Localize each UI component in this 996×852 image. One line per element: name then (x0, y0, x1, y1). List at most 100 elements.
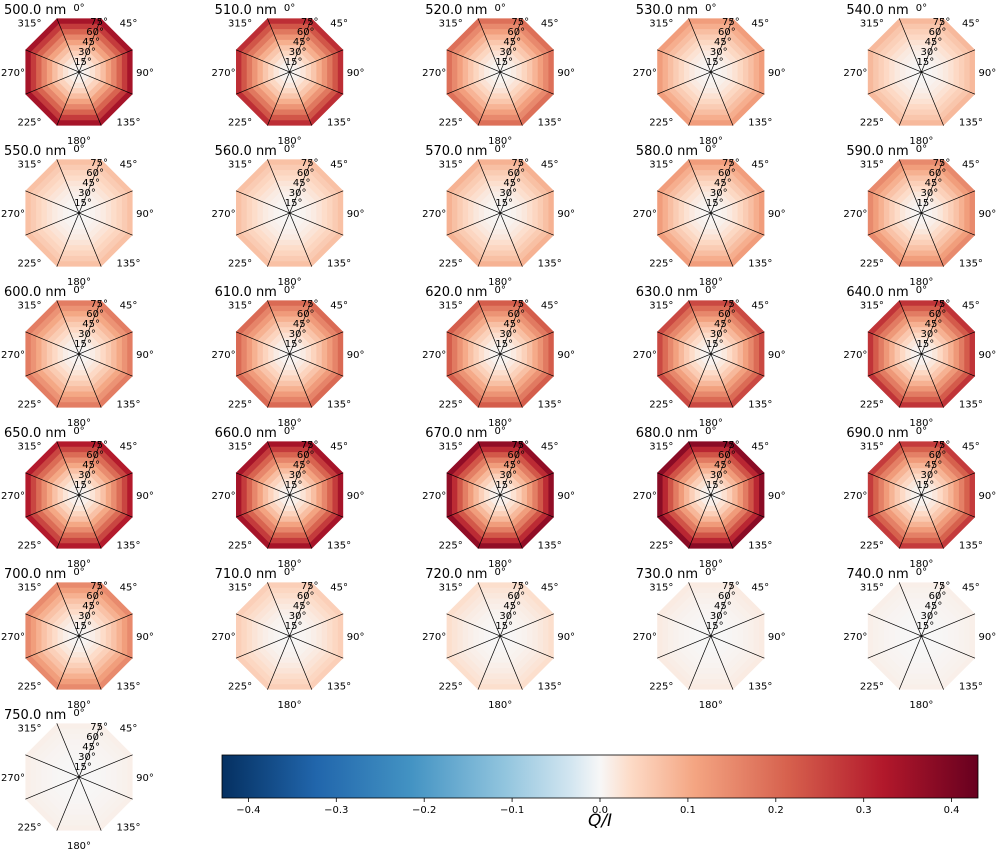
azimuth-label: 180° (67, 559, 91, 570)
azimuth-label: 315° (228, 301, 252, 312)
panel-title: 550.0 nm (4, 144, 66, 159)
azimuth-label: 180° (909, 559, 933, 570)
radial-label: 30° (921, 329, 939, 340)
radial-label: 30° (499, 470, 517, 481)
azimuth-label: 0° (916, 285, 927, 296)
azimuth-label: 270° (422, 350, 446, 361)
azimuth-label: 135° (538, 118, 562, 129)
azimuth-label: 0° (495, 3, 506, 14)
radial-label: 15° (74, 339, 92, 350)
azimuth-label: 135° (959, 682, 983, 693)
radial-label: 75° (301, 581, 319, 592)
radial-label: 75° (722, 299, 740, 310)
azimuth-label: 225° (439, 118, 463, 129)
azimuth-label: 315° (649, 19, 673, 30)
azimuth-label: 90° (557, 209, 575, 220)
azimuth-label: 45° (120, 442, 138, 453)
radial-label: 60° (507, 309, 525, 320)
azimuth-label: 180° (699, 559, 723, 570)
radial-label: 30° (921, 611, 939, 622)
radial-label: 45° (503, 178, 521, 189)
polar-panel: 540.0 nm 0° 45° 90° 135° 180° 225° 270° 315° 15°3… (843, 3, 996, 147)
azimuth-label: 225° (228, 259, 252, 270)
spoke-line (898, 582, 944, 690)
azimuth-label: 225° (649, 400, 673, 411)
radial-label: 30° (921, 470, 939, 481)
azimuth-label: 180° (278, 418, 302, 429)
panel-title: 520.0 nm (425, 3, 487, 18)
azimuth-label: 0° (495, 144, 506, 155)
azimuth-label: 90° (136, 350, 154, 361)
azimuth-label: 315° (439, 301, 463, 312)
azimuth-label: 0° (284, 567, 295, 578)
panel-title: 510.0 nm (215, 3, 277, 18)
azimuth-label: 315° (439, 19, 463, 30)
azimuth-label: 315° (17, 442, 41, 453)
spoke-line (56, 300, 102, 408)
radial-label: 75° (933, 17, 951, 28)
spoke-line (898, 18, 944, 126)
azimuth-label: 180° (67, 277, 91, 288)
azimuth-label: 270° (422, 209, 446, 220)
radial-label: 30° (78, 470, 96, 481)
panel-title: 600.0 nm (4, 285, 66, 300)
azimuth-label: 180° (488, 700, 512, 711)
radial-label: 15° (495, 339, 513, 350)
azimuth-label: 315° (17, 301, 41, 312)
radial-label: 75° (722, 440, 740, 451)
radial-label: 75° (511, 440, 529, 451)
azimuth-label: 315° (649, 583, 673, 594)
polar-panel: 660.0 nm 0° 45° 90° 135° 180° 225° 270° 315° 15°3… (212, 426, 365, 570)
azimuth-label: 45° (120, 301, 138, 312)
azimuth-label: 270° (843, 632, 867, 643)
azimuth-label: 270° (1, 773, 25, 784)
azimuth-label: 315° (649, 442, 673, 453)
radial-label: 60° (86, 732, 104, 743)
azimuth-label: 90° (557, 350, 575, 361)
radial-label: 30° (499, 47, 517, 58)
azimuth-label: 135° (116, 823, 140, 834)
azimuth-label: 270° (1, 350, 25, 361)
azimuth-label: 225° (439, 400, 463, 411)
azimuth-label: 270° (843, 209, 867, 220)
polar-panel: 510.0 nm 0° 45° 90° 135° 180° 225° 270° 315° 15°3… (212, 3, 365, 147)
azimuth-label: 225° (439, 541, 463, 552)
colorbar-label: Q/I (588, 811, 612, 831)
colorbar-tick-label: −0.2 (412, 805, 436, 816)
spoke-line (56, 159, 102, 267)
azimuth-label: 45° (962, 301, 980, 312)
azimuth-label: 270° (1, 491, 25, 502)
polar-panel: 500.0 nm 0° 45° 90° 135° 180° 225° 270° 315° 15°3… (1, 3, 154, 147)
radial-label: 75° (511, 17, 529, 28)
azimuth-label: 45° (751, 442, 769, 453)
azimuth-label: 0° (73, 144, 84, 155)
radial-label: 75° (933, 581, 951, 592)
azimuth-label: 315° (860, 442, 884, 453)
radial-label: 15° (74, 480, 92, 491)
radial-label: 30° (499, 329, 517, 340)
panel-title: 540.0 nm (846, 3, 908, 18)
azimuth-label: 225° (228, 682, 252, 693)
radial-label: 15° (917, 198, 935, 209)
radial-label: 45° (714, 178, 732, 189)
radial-label: 45° (82, 460, 100, 471)
azimuth-label: 90° (768, 350, 786, 361)
panel-title: 620.0 nm (425, 285, 487, 300)
azimuth-label: 45° (120, 160, 138, 171)
spoke-line (688, 582, 734, 690)
colorbar-tick-label: 0.0 (592, 805, 608, 816)
azimuth-label: 180° (909, 136, 933, 147)
colorbar-tick-label: 0.3 (856, 805, 872, 816)
azimuth-label: 180° (67, 136, 91, 147)
radial-label: 45° (714, 37, 732, 48)
radial-label: 75° (90, 299, 108, 310)
spoke-line (898, 441, 944, 549)
radial-label: 15° (74, 198, 92, 209)
radial-label: 15° (74, 762, 92, 773)
radial-label: 45° (925, 460, 943, 471)
radial-label: 15° (285, 480, 303, 491)
azimuth-label: 0° (73, 426, 84, 437)
radial-label: 15° (285, 198, 303, 209)
radial-label: 60° (297, 591, 315, 602)
